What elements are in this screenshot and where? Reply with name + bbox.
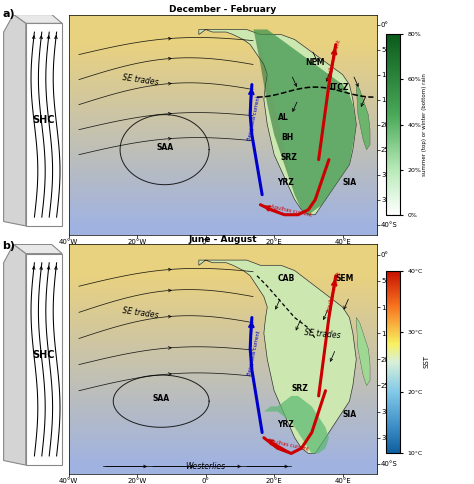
Text: SIA: SIA (343, 410, 357, 419)
Text: Agulhas current: Agulhas current (326, 272, 342, 313)
Text: SAA: SAA (156, 143, 173, 151)
Y-axis label: SST: SST (424, 355, 430, 368)
Polygon shape (26, 254, 62, 465)
Polygon shape (13, 15, 62, 23)
Y-axis label: summer (top) or winter (bottom) rain: summer (top) or winter (bottom) rain (422, 73, 428, 176)
Text: SE trades: SE trades (122, 73, 159, 87)
Text: SEM: SEM (336, 274, 354, 283)
Polygon shape (26, 23, 62, 226)
Text: SHC: SHC (32, 115, 55, 125)
Text: Agulhas current: Agulhas current (326, 39, 342, 80)
Text: YRZ: YRZ (278, 178, 294, 187)
Polygon shape (264, 396, 329, 454)
Text: Benguela current: Benguela current (247, 95, 262, 141)
Title: December - February: December - February (169, 5, 276, 14)
Text: AL: AL (278, 113, 288, 121)
Polygon shape (254, 30, 356, 215)
Text: Benguela current: Benguela current (247, 330, 262, 376)
Polygon shape (356, 318, 370, 385)
Text: BH: BH (281, 133, 293, 142)
Text: Agulhas current: Agulhas current (270, 205, 312, 218)
Polygon shape (247, 30, 356, 215)
Polygon shape (4, 244, 26, 465)
Text: SIA: SIA (343, 178, 357, 187)
Text: YRZ: YRZ (278, 420, 294, 429)
Text: ITCZ: ITCZ (329, 83, 348, 91)
Text: SRZ: SRZ (291, 384, 308, 393)
Text: Agulhas current: Agulhas current (267, 438, 309, 452)
Polygon shape (4, 15, 26, 226)
Text: NEM: NEM (305, 58, 324, 67)
Text: SE trades: SE trades (303, 328, 341, 340)
Text: SAA: SAA (153, 394, 170, 403)
Text: Westerlies: Westerlies (186, 462, 226, 471)
Polygon shape (356, 85, 370, 150)
Text: SHC: SHC (32, 350, 55, 360)
Polygon shape (356, 318, 370, 385)
Title: June - August: June - August (189, 235, 257, 243)
Polygon shape (199, 30, 356, 215)
Text: SE trades: SE trades (122, 305, 159, 319)
Text: a): a) (2, 9, 15, 19)
Polygon shape (13, 244, 62, 254)
Text: CAB: CAB (278, 274, 295, 283)
Polygon shape (199, 260, 356, 454)
Polygon shape (356, 85, 370, 150)
Text: b): b) (2, 241, 15, 251)
Text: SRZ: SRZ (281, 152, 298, 162)
